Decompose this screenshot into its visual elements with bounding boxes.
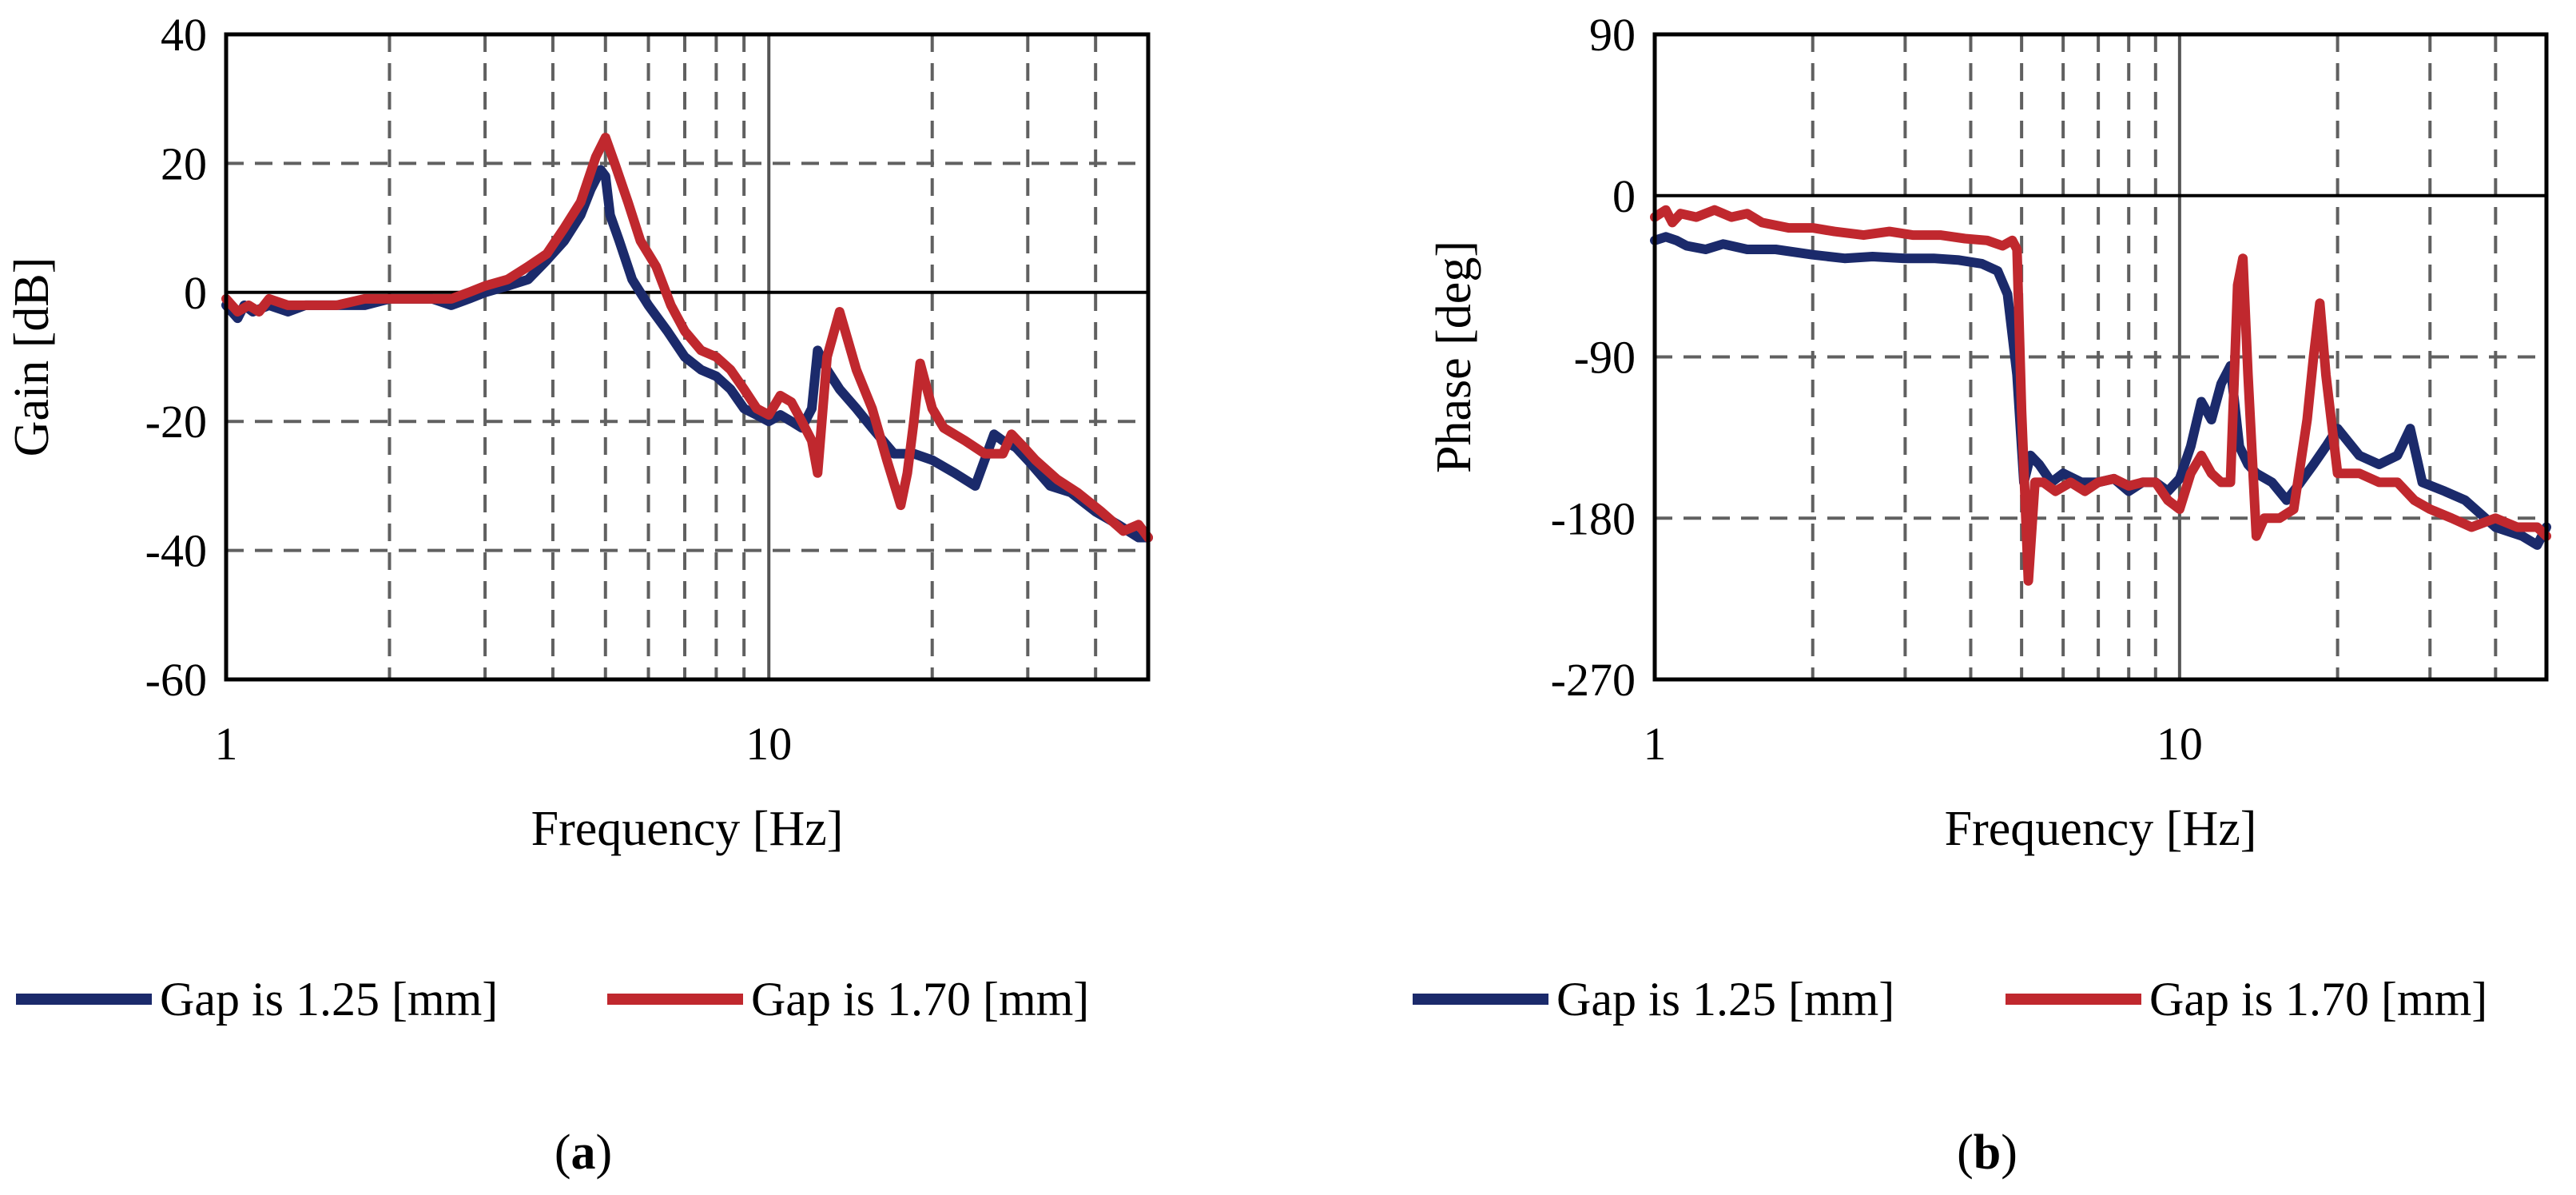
legend-label: Gap is 1.25 [mm]	[160, 973, 498, 1026]
panel-a-label: (a)	[555, 1125, 612, 1180]
panel-a-label-letter: a	[571, 1125, 596, 1180]
panel-a-label-close: )	[596, 1125, 613, 1180]
gain-chart-y-tick-labels: 40 20 0 -20 -40 -60	[145, 9, 207, 706]
series-line-gap-1-70	[221, 133, 1153, 543]
x-tick-label: 10	[2157, 718, 2203, 770]
phase-chart-y-tick-labels: 90 0 -90 -180 -270	[1551, 9, 1636, 706]
phase-chart-grid	[1655, 34, 2546, 679]
phase-chart-panel: 90 0 -90 -180 -270 1 10 Phase [deg] Frequency…	[1413, 9, 2551, 1180]
x-tick-label: 1	[1644, 718, 1667, 770]
gain-chart-x-tick-labels: 1 10	[215, 718, 793, 770]
legend-label: Gap is 1.25 [mm]	[1556, 973, 1894, 1026]
gain-chart-plot-area	[224, 32, 1151, 682]
gain-chart-legend: Gap is 1.25 [mm] Gap is 1.70 [mm]	[16, 973, 1089, 1026]
legend-label: Gap is 1.70 [mm]	[751, 973, 1089, 1026]
phase-chart-x-axis-title: Frequency [Hz]	[1945, 802, 2257, 856]
y-tick-label: 0	[1612, 170, 1636, 222]
series-line-gap-1-25	[221, 165, 1153, 543]
panel-a-label-open: (	[555, 1125, 571, 1180]
panel-b-label-close: )	[2001, 1125, 2017, 1180]
series-line-gap-1-70	[1650, 205, 2551, 586]
y-tick-label: 90	[1589, 9, 1636, 61]
gain-chart-series	[221, 133, 1153, 543]
y-tick-label: 0	[184, 267, 207, 319]
gain-chart-panel: 40 20 0 -20 -40 -60 1 10 Gain [dB] Frequency […	[5, 9, 1153, 1180]
y-tick-label: 40	[161, 9, 207, 61]
y-tick-label: 20	[161, 137, 207, 189]
phase-chart-series	[1650, 205, 2551, 586]
gain-chart-y-axis-title: Gain [dB]	[5, 257, 59, 457]
y-tick-label: -270	[1551, 654, 1636, 706]
gain-chart-x-axis-title: Frequency [Hz]	[531, 802, 844, 856]
y-tick-label: -20	[145, 396, 207, 448]
y-tick-label: -90	[1574, 332, 1636, 384]
panel-b-label-open: (	[1957, 1125, 1974, 1180]
phase-chart-x-tick-labels: 1 10	[1644, 718, 2203, 770]
y-tick-label: -60	[145, 654, 207, 706]
phase-chart-legend: Gap is 1.25 [mm] Gap is 1.70 [mm]	[1413, 973, 2487, 1026]
panel-b-label: (b)	[1957, 1125, 2017, 1180]
phase-chart-plot-area	[1652, 32, 2549, 682]
y-tick-label: -180	[1551, 492, 1636, 544]
x-tick-label: 10	[745, 718, 792, 770]
y-tick-label: -40	[145, 525, 207, 577]
legend-label: Gap is 1.70 [mm]	[2149, 973, 2487, 1026]
x-tick-label: 1	[215, 718, 238, 770]
panel-b-label-letter: b	[1974, 1125, 2001, 1180]
phase-chart-y-axis-title: Phase [deg]	[1427, 241, 1481, 473]
